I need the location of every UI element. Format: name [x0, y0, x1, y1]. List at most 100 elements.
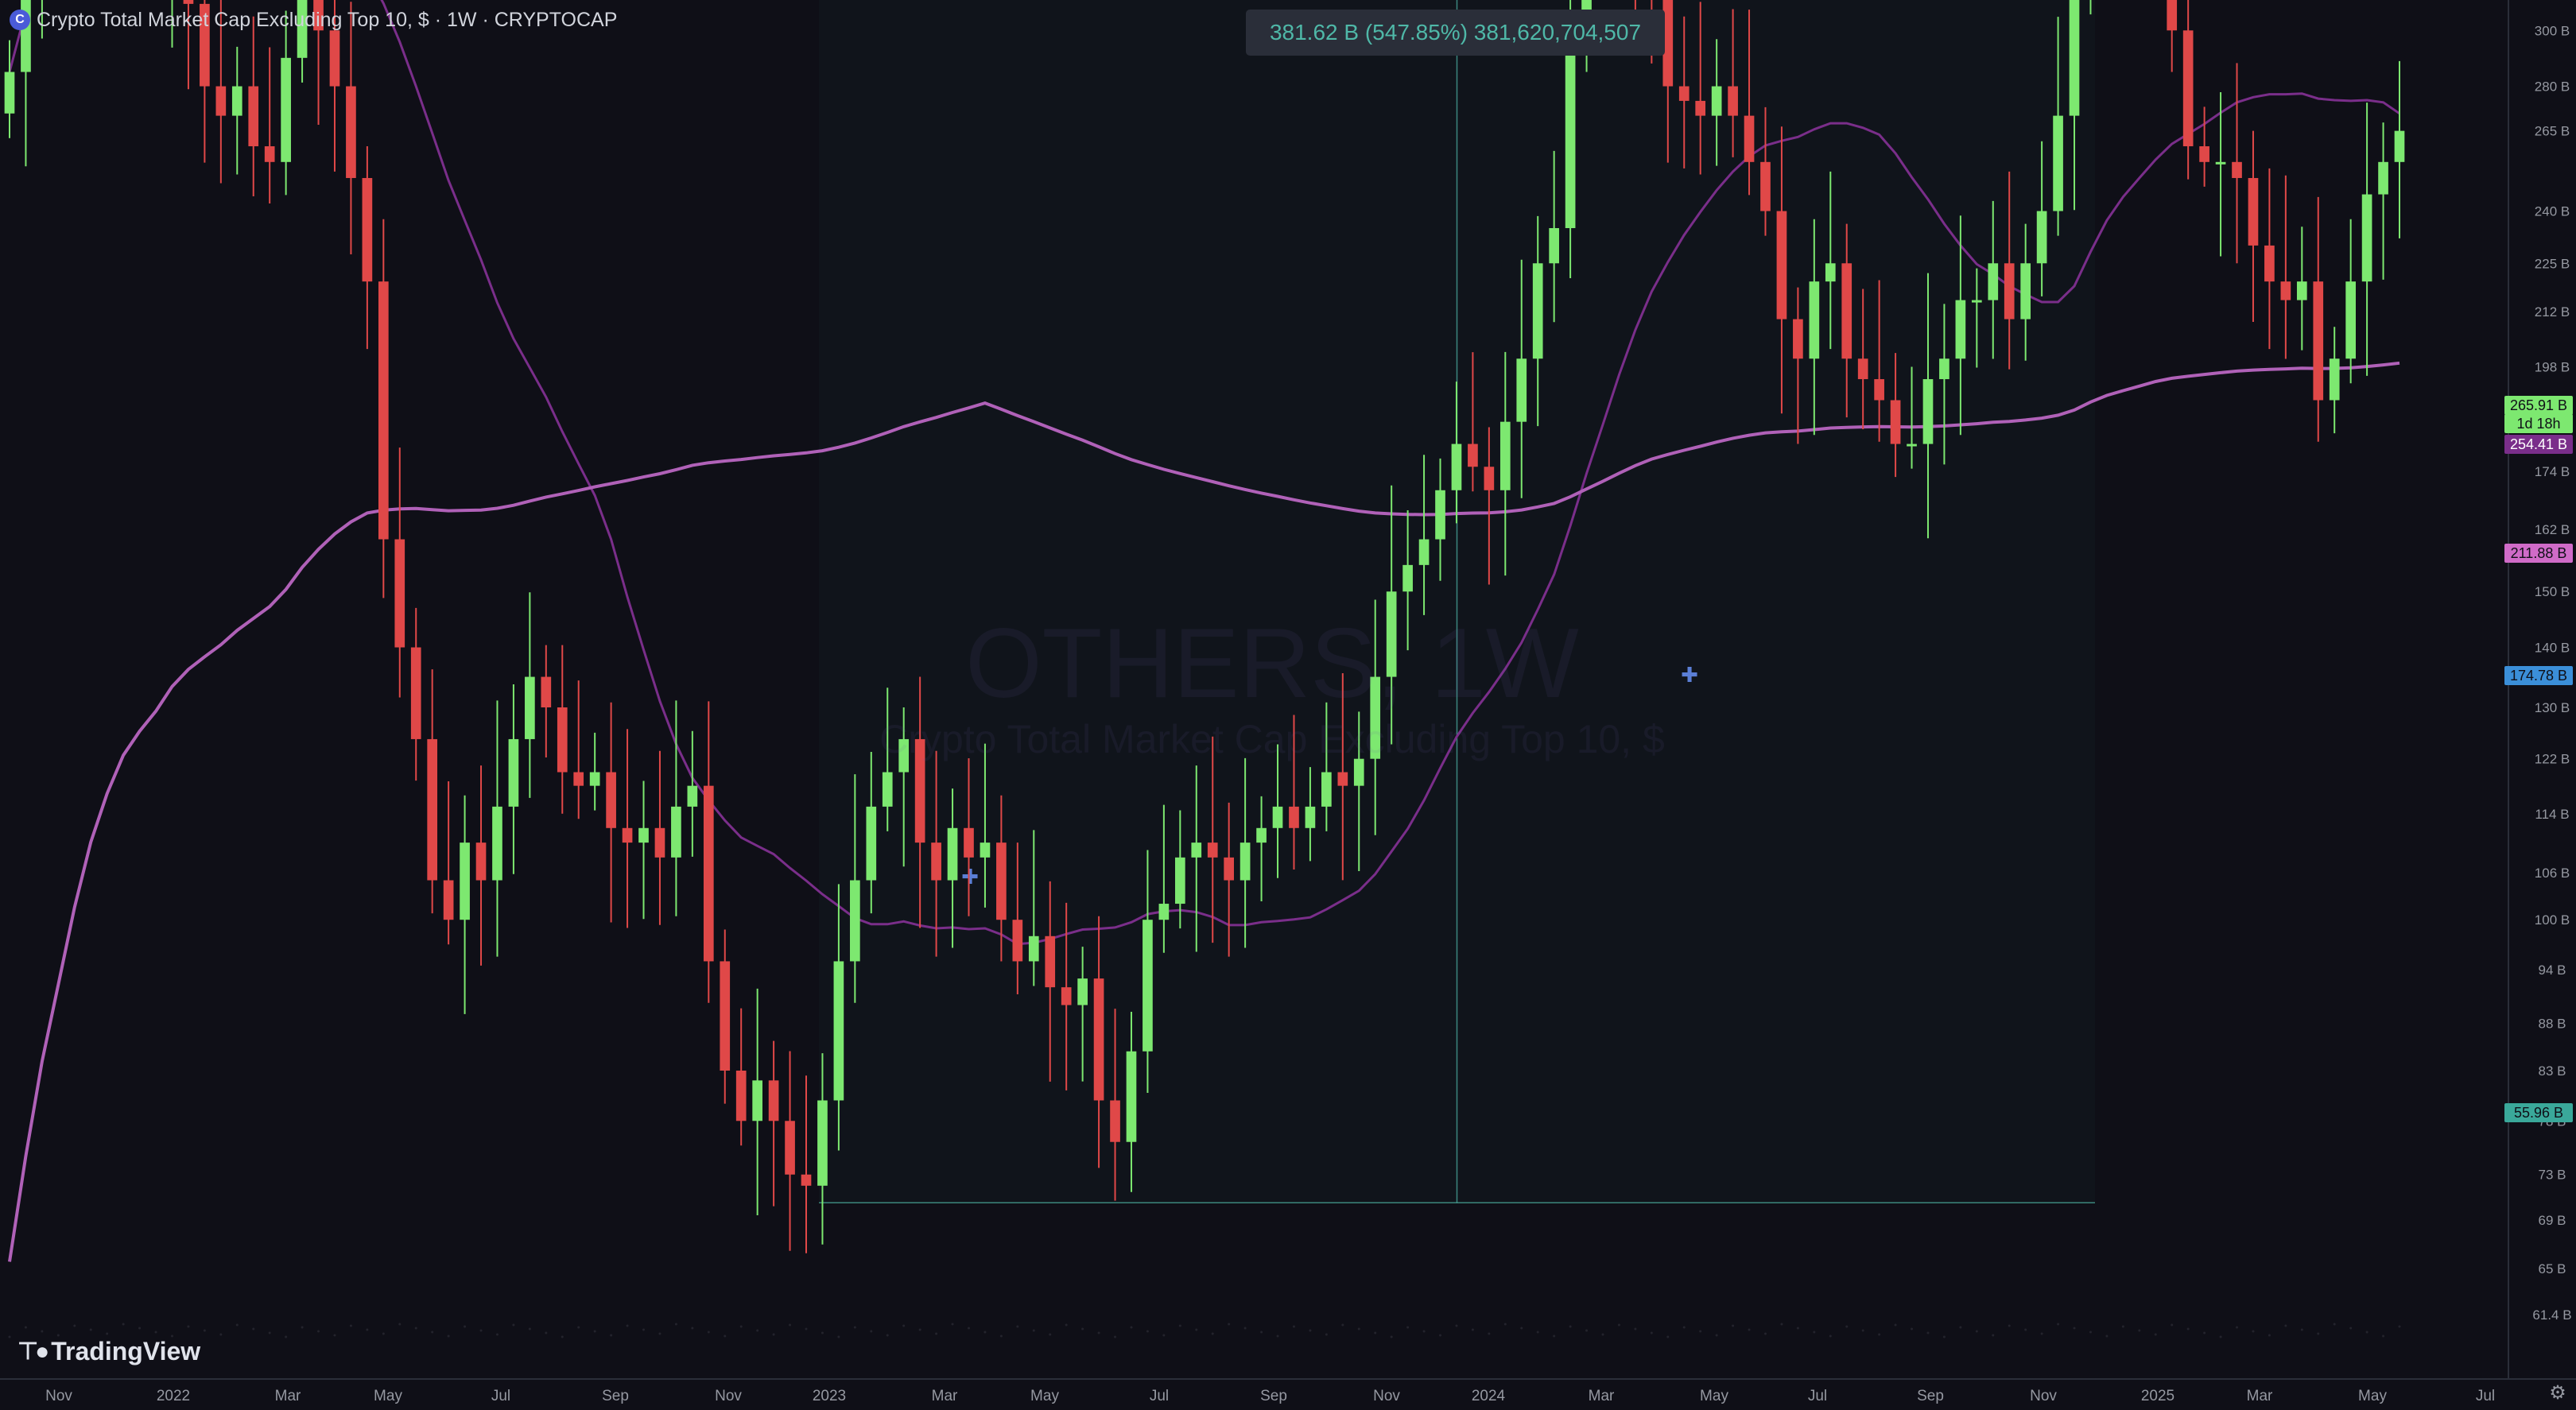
candle-up [1939, 358, 1949, 380]
settings-icon[interactable]: ⚙ [2549, 1382, 2566, 1404]
volume-dot [2284, 1324, 2287, 1327]
volume-dot [1682, 1326, 1686, 1329]
chart-legend: C Crypto Total Market Cap Excluding Top … [10, 6, 617, 33]
time-tick-label: Sep [1917, 1388, 1944, 1404]
volume-dot [1146, 1330, 1149, 1333]
volume-dot [1861, 1329, 1864, 1332]
price-tick-label: 162 B [2535, 522, 2570, 537]
candle-down [2280, 281, 2291, 300]
volume-dot [2138, 1329, 2141, 1332]
volume-dot [1406, 1326, 1410, 1329]
volume-dot [1455, 1324, 1458, 1327]
volume-dot [1894, 1323, 1897, 1327]
volume-dot [1992, 1334, 1995, 1337]
volume-dot [707, 1331, 710, 1334]
time-axis[interactable]: Nov 2022 Mar May Jul Sep Nov 2023 Mar May Jul Sep No… [0, 1378, 2576, 1410]
candle-down [215, 86, 227, 116]
volume-dot [1520, 1327, 1523, 1330]
price-tick-label: 300 B [2535, 23, 2570, 38]
volume-dot [170, 1334, 173, 1338]
candle-down [475, 843, 487, 881]
candle-down [1744, 115, 1755, 162]
candle-down [443, 880, 454, 920]
candle-up [1370, 676, 1381, 759]
candle-down [1695, 100, 1706, 116]
chart-title[interactable]: Crypto Total Market Cap Excluding Top 10… [37, 8, 618, 31]
volume-dot [870, 1330, 873, 1333]
volume-dot [1536, 1331, 1539, 1334]
price-tick-label: 83 B [2539, 1063, 2566, 1079]
candle-down [914, 738, 925, 843]
candle-down [183, 0, 194, 4]
candle-down [768, 1080, 779, 1121]
time-tick-label: May [374, 1388, 402, 1404]
volume-dot [1049, 1333, 1052, 1336]
time-tick-label: Mar [1589, 1388, 1615, 1404]
volume-dot [1666, 1335, 1670, 1338]
volume-dot [447, 1334, 450, 1338]
volume-dot [382, 1332, 385, 1335]
candle-down [2232, 161, 2242, 178]
candle-down [654, 827, 665, 858]
volume-dot [1211, 1332, 1214, 1335]
volume-dot [1553, 1334, 1556, 1338]
candle-up [1240, 843, 1251, 881]
time-tick-label: Nov [1373, 1388, 1400, 1404]
price-tick-label: 140 B [2535, 641, 2570, 656]
volume-dot [1975, 1330, 1978, 1333]
time-axis-background [0, 1379, 2576, 1410]
volume-dot [1130, 1326, 1133, 1329]
volume-dot [1732, 1324, 1735, 1327]
price-tick-label: 106 B [2535, 866, 2570, 881]
candle-up [2394, 130, 2405, 162]
crosshair-icon: ✚ [961, 866, 979, 889]
time-tick-label: 2025 [2141, 1388, 2174, 1404]
candle-down [1224, 857, 1235, 881]
volume-dot [545, 1331, 548, 1334]
candle-up [1711, 86, 1722, 116]
tradingview-logo[interactable]: ⊤● TradingView [17, 1337, 200, 1366]
volume-dot [756, 1329, 759, 1332]
price-tick-label: 174 B [2535, 464, 2570, 479]
moving-averages: ✚✚ [8, 0, 2400, 1262]
volume-dot [577, 1326, 580, 1329]
volume-dot [1796, 1327, 1799, 1330]
candle-up [833, 961, 844, 1101]
volume-dot [2333, 1323, 2336, 1326]
candle-up [1191, 843, 1202, 858]
tradingview-name: TradingView [51, 1337, 201, 1365]
volume-dot [2154, 1333, 2157, 1336]
volume-dot [1959, 1326, 1962, 1329]
candle-up [1386, 591, 1397, 677]
volume-dot [1829, 1334, 1832, 1338]
price-axis[interactable]: 500 B460 B420 B390 B360 B340 B320 B300 B… [2508, 0, 2576, 1383]
volume-dot [1422, 1330, 1426, 1333]
volume-dot [495, 1333, 499, 1336]
volume-dot [1845, 1325, 1849, 1328]
time-tick-label: Jul [2476, 1388, 2495, 1404]
volume-dot [268, 1331, 271, 1334]
volume-dot [2057, 1323, 2060, 1326]
volume-dot [24, 1326, 27, 1329]
volume-dot [187, 1325, 190, 1328]
volume-dot [1911, 1327, 1914, 1331]
candle-down [606, 772, 616, 828]
candle-down [801, 1174, 812, 1186]
volume-dot [2365, 1331, 2368, 1334]
time-tick-label: 2024 [1472, 1388, 1506, 1404]
volume-dot [8, 1335, 11, 1338]
measure-tool[interactable] [819, 0, 2095, 1203]
volume-dot [1325, 1333, 1328, 1336]
price-tick-label: 198 B [2535, 359, 2570, 374]
tradingview-mark-icon: ⊤● [17, 1338, 49, 1365]
volume-dot [739, 1325, 743, 1328]
candle-down [1793, 319, 1803, 359]
volume-dot [1601, 1333, 1604, 1336]
volume-dot [983, 1331, 987, 1334]
candle-up [525, 676, 535, 739]
volume-dot [366, 1328, 369, 1331]
volume-dot [56, 1334, 60, 1337]
candle-down [622, 827, 633, 843]
volume-dot [1162, 1334, 1166, 1337]
